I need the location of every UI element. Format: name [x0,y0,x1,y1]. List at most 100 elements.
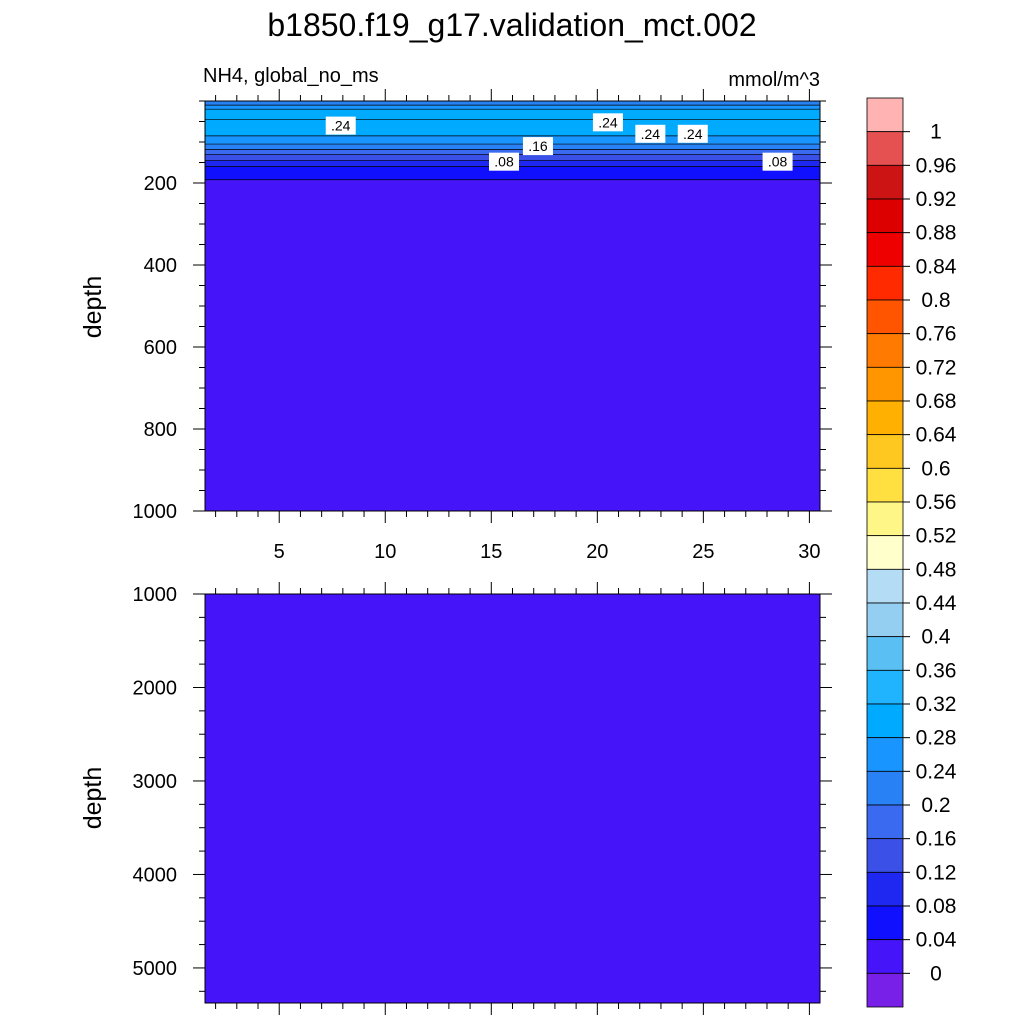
colorbar-swatch [866,366,904,402]
colorbar-swatch [866,939,904,974]
colorbar-swatch [866,770,904,806]
colorbar-swatch [866,131,904,166]
colorbar-label: 0.08 [916,895,957,918]
contour-label: .24 [331,118,351,134]
colorbar-label: 0.96 [916,154,957,177]
y-tick-label: 1000 [133,584,178,606]
colorbar-swatch [866,804,904,840]
colorbar-label: 0.2 [921,794,950,817]
colorbar-label: 0.6 [921,457,950,480]
colorbar-label: 0.76 [916,323,957,346]
colorbar-label: 0.92 [916,188,957,211]
colorbar-swatch [866,602,904,638]
colorbar-swatch [866,232,904,267]
colorbar-label: 0.68 [916,390,957,413]
contour-band [205,594,820,1003]
lower-y-axis-label: depth [79,767,107,830]
variable-label: NH4, global_no_ms [203,65,379,87]
contour-band [205,144,820,150]
x-tick-label: 5 [274,541,285,563]
colorbar-label: 0.24 [916,760,957,783]
colorbar-swatch [866,636,904,671]
contour-band [205,109,820,120]
contour-label: .08 [768,154,788,170]
colorbar-label: 0.88 [916,222,957,245]
colorbar: 1 0.96 0.92 0.88 0.84 0.8 0.76 0.72 0.68 0.64 0.6 0… [866,97,957,1008]
colorbar-label: 0.12 [916,861,957,884]
y-tick-label: 1000 [133,501,178,523]
contour-band [205,119,820,136]
colorbar-swatch [866,703,904,739]
colorbar-swatch [866,972,904,1008]
colorbar-swatch [866,333,904,368]
colorbar-label: 0.4 [921,626,951,649]
contour-label-box [635,124,666,143]
contour-label: .24 [641,126,661,142]
contour-label: .08 [494,154,514,170]
colorbar-label: 0.28 [916,727,957,750]
contour-label-box [522,137,553,156]
contour-label-box [677,124,708,143]
chart-title: b1850.f19_g17.validation_mct.002 [267,7,756,43]
colorbar-swatch [866,669,904,705]
colorbar-label: 0.16 [916,828,957,851]
units-label: mmol/m^3 [728,69,820,91]
colorbar-swatch [866,501,904,537]
colorbar-swatch [866,871,904,907]
upper-panel: .24 .24 .24 .24 .16 .08 .08 200 400 600 800 1000 5 10… [133,89,832,563]
x-tick-label: 10 [374,541,396,563]
colorbar-label: 0.64 [916,424,957,447]
y-tick-label: 200 [144,173,177,195]
contour-band [205,101,820,106]
x-tick-label: 20 [586,541,608,563]
contour-label-box [325,116,356,135]
x-tick-label: 30 [798,541,820,563]
colorbar-label: 0.48 [916,558,957,581]
y-tick-label: 600 [144,337,177,359]
x-tick-label: 25 [692,541,714,563]
colorbar-swatch [866,97,904,133]
colorbar-swatch [866,198,904,234]
colorbar-swatch [866,467,904,503]
contour-band [205,105,820,110]
colorbar-label: 0.56 [916,491,957,514]
contour-label: .16 [528,138,548,154]
y-tick-label: 3000 [133,771,178,793]
contour-label-box [489,152,520,171]
colorbar-swatch [866,568,904,604]
colorbar-label: 0 [930,962,942,985]
colorbar-swatch [866,838,904,873]
contour-label-box [762,152,793,171]
contour-band [205,166,820,180]
colorbar-swatch [866,535,904,570]
contour-label: .24 [683,126,703,142]
colorbar-label: 1 [930,121,942,144]
contour-band [205,135,820,145]
lower-panel: 1000 2000 3000 4000 5000 [133,582,832,1015]
colorbar-label: 0.04 [916,929,957,952]
colorbar-label: 0.44 [916,592,957,615]
colorbar-swatch [866,434,904,469]
y-tick-label: 4000 [133,864,178,886]
colorbar-swatch [866,299,904,335]
colorbar-swatch [866,164,904,200]
contour-label-box [592,113,623,132]
colorbar-label: 0.8 [921,289,950,312]
colorbar-label: 0.32 [916,693,957,716]
colorbar-label: 0.84 [916,255,957,278]
colorbar-label: 0.52 [916,525,957,548]
upper-y-axis-label: depth [79,276,107,339]
colorbar-swatch [866,737,904,772]
colorbar-label: 0.72 [916,356,957,379]
x-tick-label: 15 [480,541,502,563]
y-tick-label: 800 [144,419,177,441]
y-tick-label: 5000 [133,958,178,980]
contour-band [205,149,820,155]
colorbar-swatch [866,905,904,941]
contour-band [205,179,820,511]
contour-label: .24 [598,114,618,130]
colorbar-swatch [866,400,904,436]
colorbar-label: 0.36 [916,659,957,682]
y-tick-label: 400 [144,255,177,277]
